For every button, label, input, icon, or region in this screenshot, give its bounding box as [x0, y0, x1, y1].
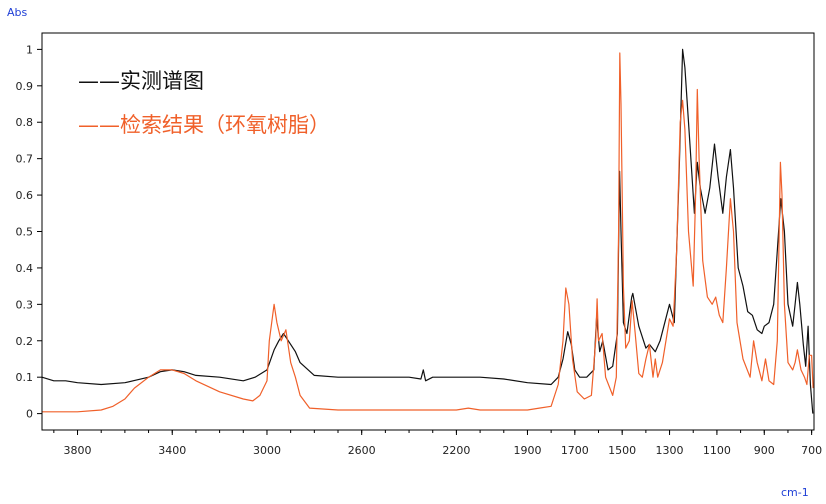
y-tick-label: 0.3: [16, 298, 34, 311]
legend: ——实测谱图 ——检索结果（环氧树脂）: [78, 69, 330, 137]
x-tick-label: 1500: [608, 444, 636, 457]
x-axis: 3800 3400 3000 2600 2200 1900 1700 1500 1300 1100…: [53, 430, 822, 457]
x-tick-label: 3000: [253, 444, 281, 457]
x-tick-label: 1900: [513, 444, 541, 457]
y-tick-label: 1: [26, 43, 33, 56]
x-tick-label: 2600: [348, 444, 376, 457]
x-axis-label: cm-1: [781, 486, 809, 499]
y-axis-label: Abs: [7, 6, 28, 19]
x-tick-label: 1100: [703, 444, 731, 457]
legend-entry-1: ——实测谱图: [78, 69, 204, 93]
y-tick-label: 0.6: [16, 189, 34, 202]
x-tick-label: 1300: [656, 444, 684, 457]
x-tick-label: 3400: [158, 444, 186, 457]
x-tick-label: 700: [801, 444, 822, 457]
x-tick-label: 1700: [561, 444, 589, 457]
y-tick-label: 0.7: [16, 153, 34, 166]
x-tick-label: 3800: [64, 444, 92, 457]
plot-frame: [41, 32, 815, 431]
x-tick-label: 2200: [442, 444, 470, 457]
y-tick-label: 0: [26, 408, 33, 421]
y-tick-label: 0.1: [16, 371, 34, 384]
plot-lines: [41, 48, 814, 414]
y-axis: 1 0.9 0.8 0.7 0.6 0.5 0.4 0.3 0.2 0.1 0: [16, 43, 42, 421]
y-tick-label: 0.9: [16, 80, 34, 93]
x-tick-label: 900: [754, 444, 775, 457]
y-tick-label: 0.4: [16, 262, 34, 275]
series-line-2: [42, 52, 814, 413]
y-tick-label: 0.5: [16, 226, 34, 239]
y-tick-label: 0.8: [16, 116, 34, 129]
legend-entry-2: ——检索结果（环氧树脂）: [78, 113, 330, 137]
y-tick-label: 0.2: [16, 335, 34, 348]
